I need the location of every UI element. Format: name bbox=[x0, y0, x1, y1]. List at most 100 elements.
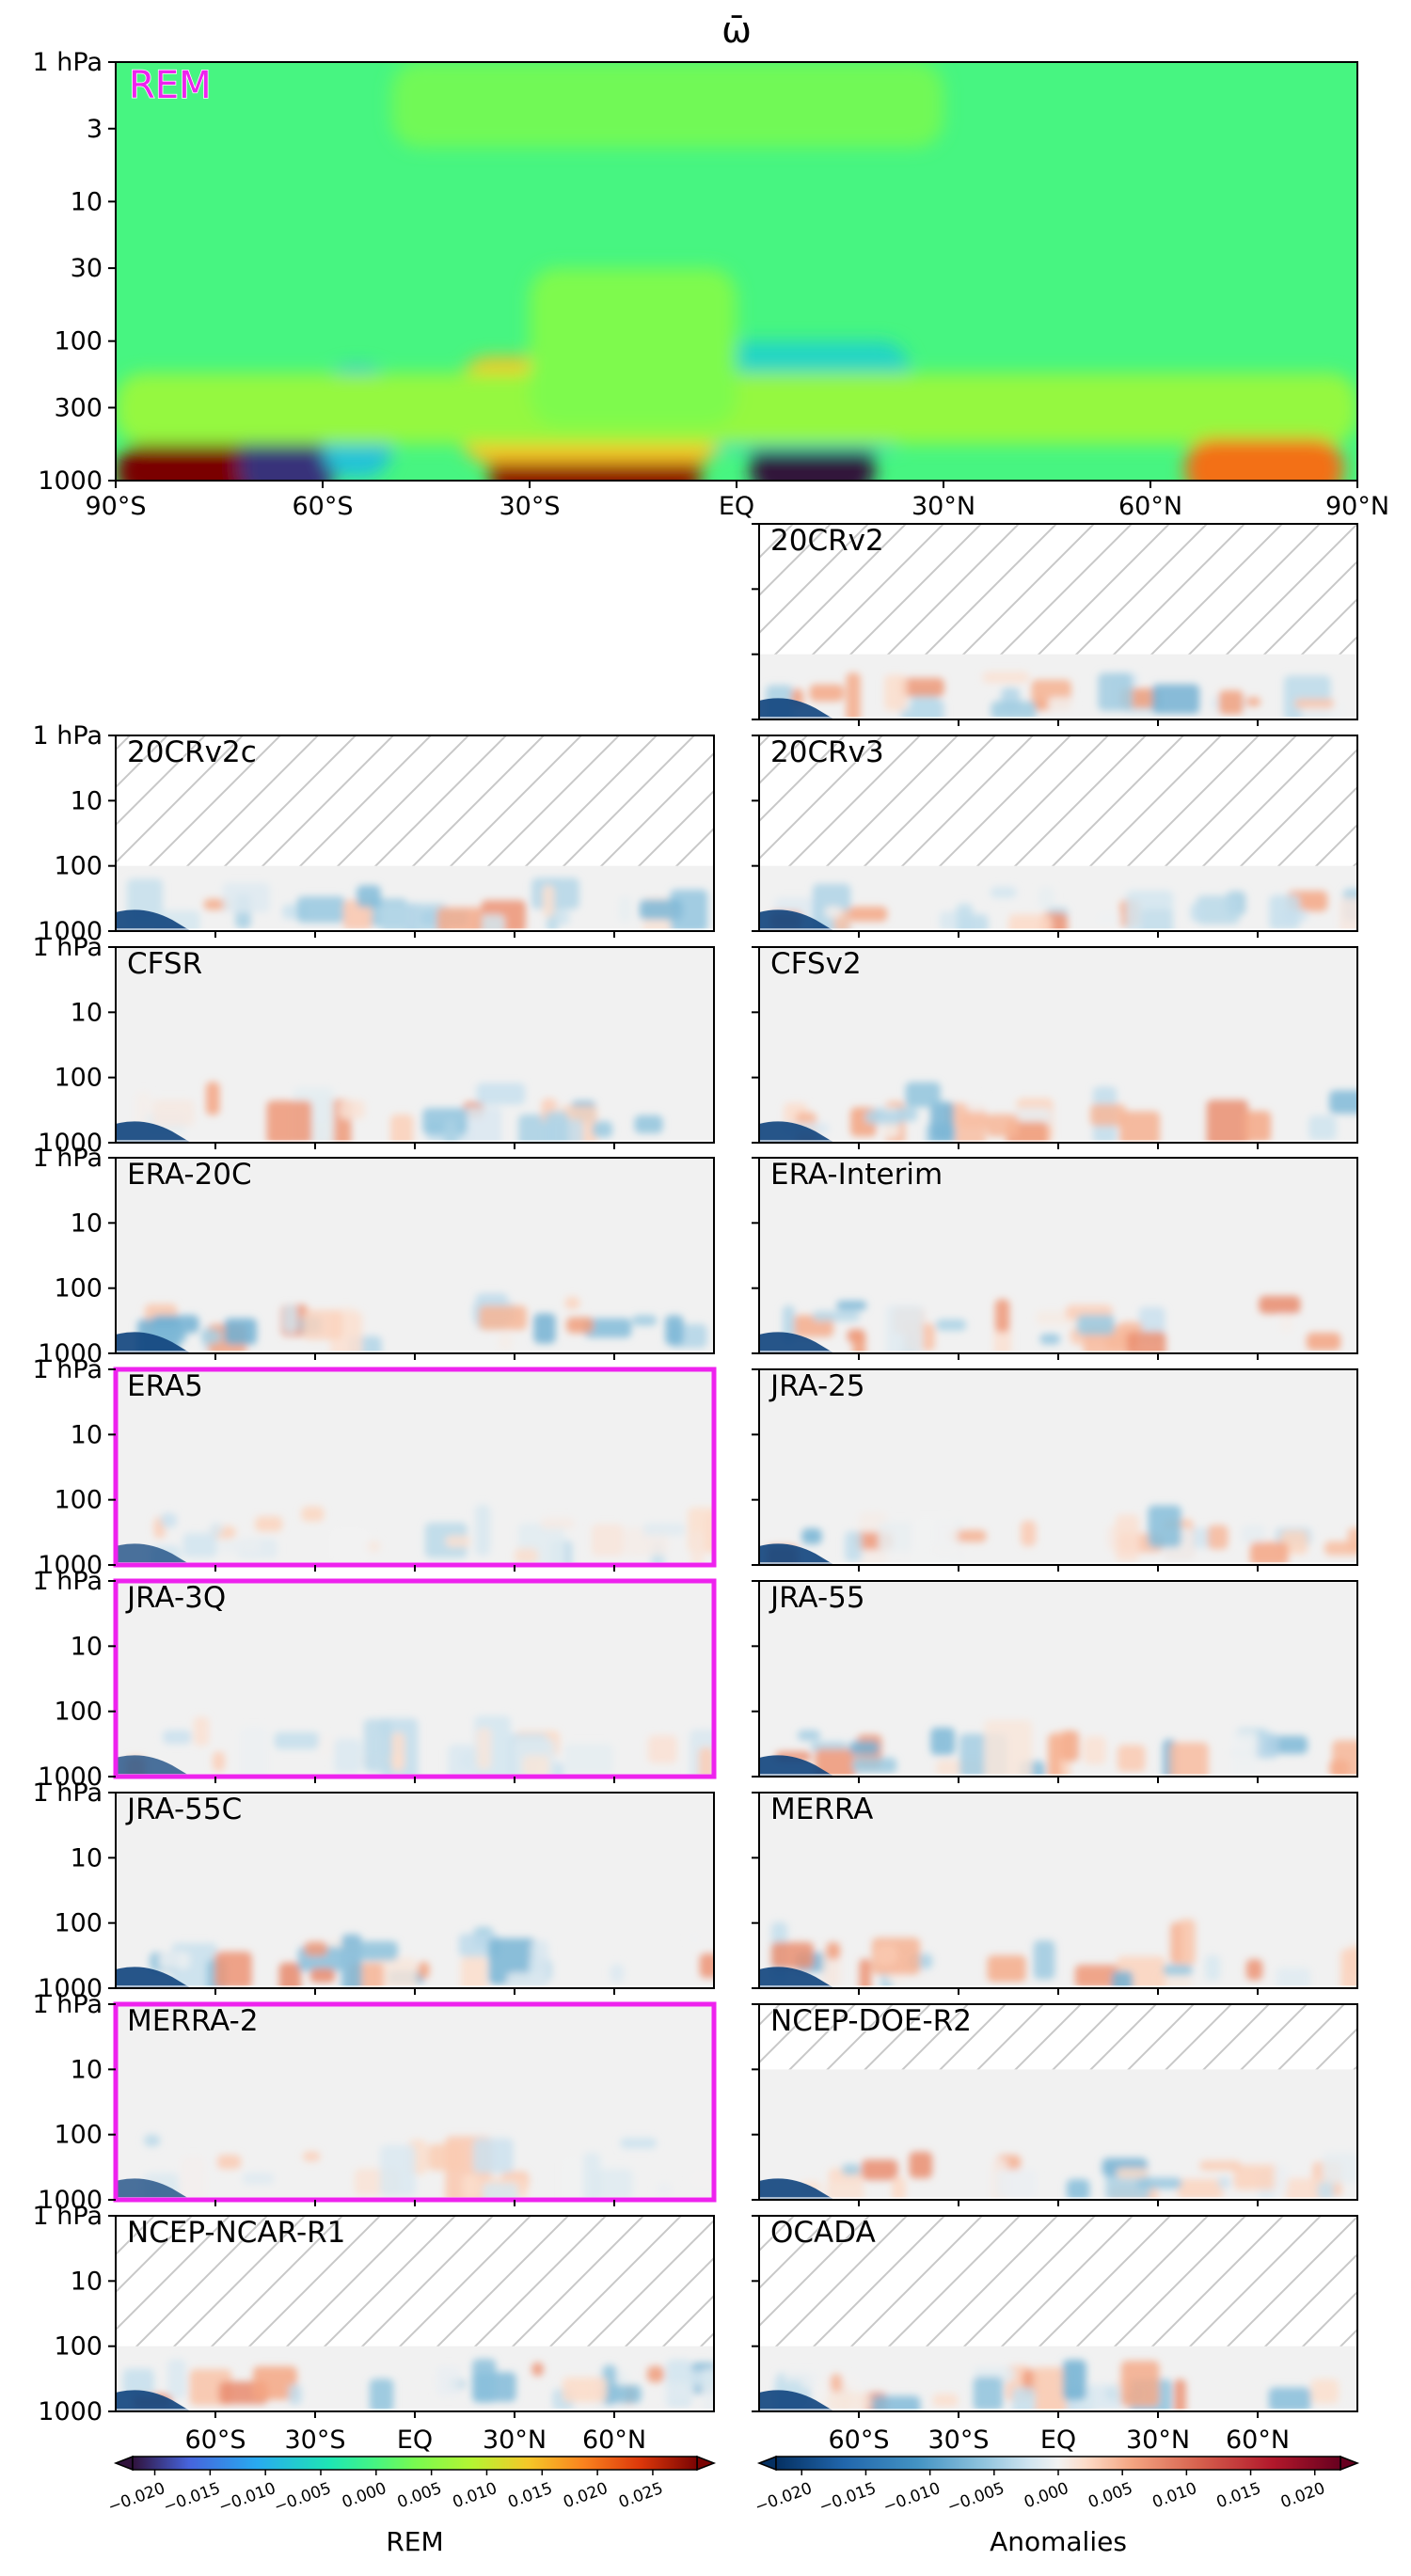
anomaly-cell bbox=[1126, 890, 1174, 931]
panel-20crv2: 20CRv2 bbox=[752, 523, 1358, 726]
anomaly-cell bbox=[562, 2377, 608, 2402]
anomaly-cell bbox=[848, 1741, 880, 1755]
anomaly-cell bbox=[639, 899, 683, 920]
anomaly-cell bbox=[1269, 894, 1300, 930]
anomaly-cell bbox=[884, 674, 907, 711]
anomaly-cell bbox=[329, 1528, 370, 1562]
rem-feature-10 bbox=[530, 268, 737, 427]
surface-feature bbox=[116, 2178, 191, 2200]
anomaly-cell bbox=[205, 1082, 220, 1115]
anomaly-cell bbox=[418, 1961, 430, 1979]
panel-cfsv2: CFSv2 bbox=[752, 946, 1358, 1149]
anomaly-cell bbox=[1329, 1760, 1350, 1777]
main-y-tick-label: 30 bbox=[71, 254, 103, 283]
anomaly-cell bbox=[845, 1531, 863, 1562]
panel-20crv2c: 20CRv2c 1 hPa 10 100 1000 bbox=[33, 721, 715, 946]
bottom-x-tick-label: EQ bbox=[1040, 2426, 1076, 2455]
anomaly-cell bbox=[1115, 1514, 1140, 1562]
anomaly-cell bbox=[670, 889, 708, 931]
main-x-tick-label: 60°S bbox=[293, 492, 354, 521]
anomaly-cell bbox=[390, 1114, 414, 1143]
anomaly-cell bbox=[1120, 2361, 1160, 2407]
anomaly-cell bbox=[861, 2159, 898, 2181]
anomaly-cell bbox=[1268, 2387, 1311, 2411]
anomaly-cell bbox=[282, 1304, 298, 1334]
colorbar-tick-label: −0.015 bbox=[816, 2479, 879, 2517]
anomaly-cell bbox=[163, 1730, 192, 1745]
anomaly-cell bbox=[935, 1319, 967, 1331]
panel-era-interim: ERA-Interim bbox=[752, 1157, 1358, 1360]
panel-y-tick-label: 100 bbox=[54, 2332, 103, 2362]
anomaly-cell bbox=[1169, 1742, 1209, 1777]
anomaly-cell bbox=[443, 1120, 458, 1143]
panel-y-tick-label: 1 hPa bbox=[33, 933, 103, 962]
bottom-x-tick-label: 30°S bbox=[928, 2426, 990, 2455]
anomaly-cell bbox=[1089, 1104, 1126, 1127]
anomaly-cell bbox=[1231, 1731, 1259, 1777]
anomaly-cell bbox=[379, 2144, 416, 2197]
anomaly-cell bbox=[986, 1114, 1019, 1137]
colorbar-tick-label: 0.020 bbox=[1278, 2479, 1328, 2512]
panel-y-tick-label: 1 hPa bbox=[33, 1990, 103, 2019]
surface-feature bbox=[116, 1967, 191, 1988]
anomaly-cell bbox=[770, 1942, 814, 1969]
panel-label: 20CRv3 bbox=[770, 735, 884, 769]
main-y-tick-label: 1000 bbox=[38, 466, 103, 496]
anomaly-background bbox=[759, 1793, 1357, 1988]
anomaly-cell bbox=[476, 1083, 526, 1105]
anomaly-cell bbox=[533, 1313, 556, 1344]
surface-feature bbox=[759, 909, 834, 931]
anomaly-cell bbox=[278, 1962, 301, 1988]
rem-feature-9 bbox=[391, 62, 943, 148]
anomaly-cell bbox=[1178, 1919, 1196, 1966]
anomaly-cell bbox=[530, 1940, 549, 1987]
anomaly-cell bbox=[563, 1744, 613, 1775]
anomaly-cell bbox=[222, 882, 270, 913]
anomaly-cell bbox=[1218, 690, 1244, 715]
bottom-x-tick-label: 30°N bbox=[1126, 2426, 1190, 2455]
panel-label: ERA5 bbox=[127, 1369, 203, 1403]
main-x-tick-label: 90°S bbox=[86, 492, 147, 521]
anomaly-cell bbox=[522, 1755, 550, 1777]
anomaly-cell bbox=[514, 1548, 539, 1564]
anomaly-cell bbox=[427, 2143, 463, 2171]
anomaly-cell bbox=[1032, 2367, 1068, 2411]
anomaly-cell bbox=[1008, 914, 1052, 931]
anomaly-cell bbox=[1033, 1940, 1055, 1980]
anomaly-cell bbox=[1197, 895, 1240, 925]
panel-y-tick-label: 10 bbox=[71, 1632, 103, 1661]
anomaly-cell bbox=[930, 1727, 956, 1756]
anomaly-cell bbox=[363, 1718, 392, 1773]
anomaly-cell bbox=[1011, 2387, 1036, 2411]
colorbar-tick-label: 0.005 bbox=[395, 2479, 445, 2512]
anomaly-cell bbox=[288, 2384, 302, 2406]
anomaly-cell bbox=[841, 2164, 861, 2175]
anomaly-cell bbox=[801, 1528, 822, 1544]
anomaly-cell bbox=[878, 1522, 916, 1552]
anomaly-cell bbox=[1329, 1090, 1357, 1114]
anomaly-cell bbox=[618, 895, 632, 923]
bottom-x-tick-label: 60°S bbox=[185, 2426, 246, 2455]
main-y-tick-label: 10 bbox=[71, 187, 103, 216]
anomaly-cell bbox=[341, 1934, 362, 1988]
anomaly-cell bbox=[545, 1111, 569, 1143]
surface-feature bbox=[116, 1543, 191, 1565]
anomaly-cell bbox=[224, 1318, 258, 1345]
colorbar-tick-label: −0.020 bbox=[105, 2479, 167, 2517]
colorbar-bar bbox=[132, 2456, 698, 2471]
anomaly-cell bbox=[982, 672, 1030, 684]
colorbar-tick-label: 0.000 bbox=[340, 2479, 389, 2512]
panel-y-tick-label: 1 hPa bbox=[33, 2202, 103, 2231]
anomaly-cell bbox=[1217, 2176, 1231, 2189]
colorbar-tick-label: 0.000 bbox=[1022, 2479, 1071, 2512]
surface-feature bbox=[759, 698, 834, 719]
anomaly-cell bbox=[859, 1958, 871, 1988]
colorbar-label: Anomalies bbox=[990, 2526, 1127, 2557]
bottom-x-tick-label: EQ bbox=[397, 2426, 433, 2455]
colorbar-rem: −0.020−0.015−0.010−0.005 0.000 0.005 0.010 0… bbox=[105, 2455, 717, 2557]
rem-panel-label: REM bbox=[129, 64, 212, 107]
panel-20crv3: 20CRv3 bbox=[752, 735, 1358, 938]
anomaly-cell bbox=[698, 1746, 714, 1777]
colorbars: 60°S 30°S EQ 30°N 60°N 60°S 30°S EQ 30°N 60°N−0.0… bbox=[105, 2426, 1360, 2557]
panel-y-tick-label: 1 hPa bbox=[33, 721, 103, 751]
